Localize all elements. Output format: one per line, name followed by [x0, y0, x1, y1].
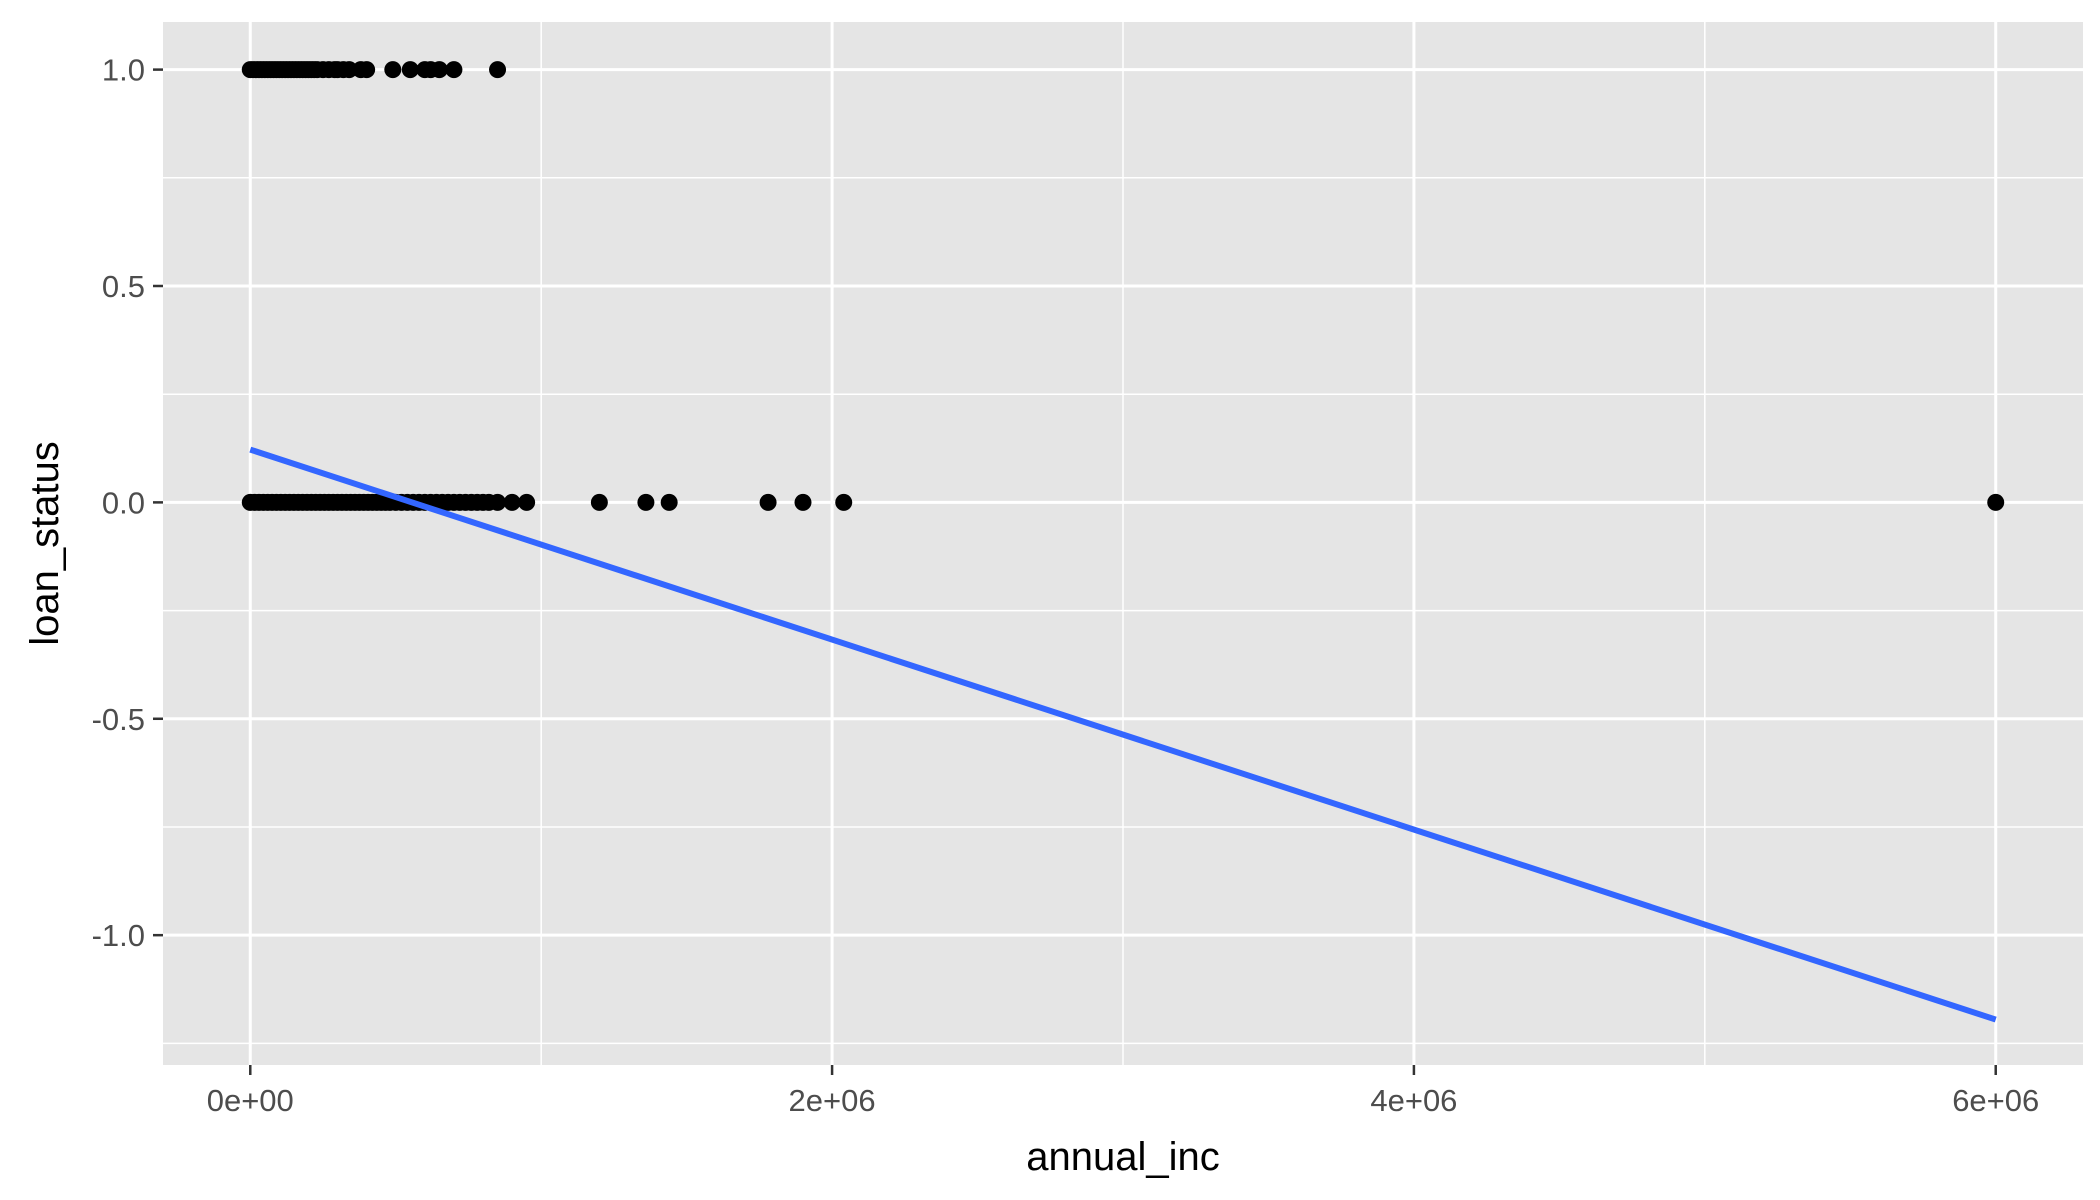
data-point: [1987, 493, 2005, 511]
x-tick-label: 6e+06: [1952, 1083, 2039, 1118]
data-point: [759, 493, 777, 511]
x-tick-label: 0e+00: [207, 1083, 294, 1118]
data-point: [489, 61, 507, 79]
x-axis: 0e+00 2e+06 4e+06 6e+06: [207, 1065, 2039, 1118]
data-point: [384, 61, 402, 79]
x-tick-label: 2e+06: [789, 1083, 876, 1118]
y-tick-label: -0.5: [92, 702, 145, 737]
y-axis: -1.0 -0.5 0.0 0.5 1.0: [92, 53, 163, 953]
data-point: [340, 61, 358, 79]
regression-line-layer: [249, 446, 1997, 1023]
minor-gridlines: [163, 22, 2083, 1065]
y-tick-label: 0.0: [102, 485, 145, 520]
data-point: [358, 61, 376, 79]
regression-line: [249, 446, 1997, 1023]
data-point: [660, 493, 678, 511]
data-point: [518, 493, 536, 511]
data-point: [637, 493, 655, 511]
y-tick-label: 0.5: [102, 269, 145, 304]
x-axis-title: annual_inc: [1026, 1135, 1220, 1179]
y-tick-label: 1.0: [102, 53, 145, 88]
data-point: [503, 493, 521, 511]
data-point: [835, 493, 853, 511]
data-point: [445, 61, 463, 79]
data-point: [430, 61, 448, 79]
data-point: [794, 493, 812, 511]
major-gridlines: [163, 22, 2083, 1065]
data-point: [489, 493, 507, 511]
data-point: [590, 493, 608, 511]
x-tick-label: 4e+06: [1370, 1083, 1457, 1118]
data-point: [401, 61, 419, 79]
y-axis-title: loan_status: [23, 441, 67, 646]
y-tick-label: -1.0: [92, 918, 145, 953]
